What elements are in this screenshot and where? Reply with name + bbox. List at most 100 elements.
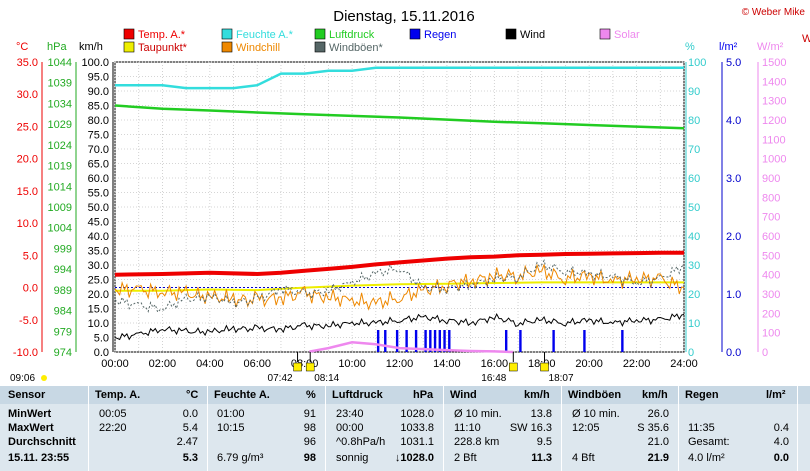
solar-axis-tick-label: 300: [762, 289, 780, 301]
pressure-axis-tick-label: 1024: [48, 140, 72, 152]
humidity-axis-tick-label: 100: [688, 57, 706, 69]
header-sensor: Sensor: [8, 389, 46, 401]
temp-axis-tick-label: 35.0: [17, 57, 38, 69]
sunrise-left-label: 09:06: [10, 373, 35, 384]
series-group: [114, 66, 685, 354]
pressure-value: 1028.0: [400, 408, 434, 420]
temp-axis-tick-label: 20.0: [17, 154, 38, 166]
rain-bar: [621, 330, 624, 352]
wind-axis-tick-label: 15.0: [88, 304, 109, 316]
solar-axis-tick-label: 1400: [762, 76, 786, 88]
wind-axis-tick-label: 30.0: [88, 260, 109, 272]
wind-axis-tick-label: 75.0: [88, 130, 109, 142]
temp-axis-tick-label: 15.0: [17, 186, 38, 198]
rain-value: 4.0: [773, 436, 789, 448]
solar-axis-tick-label: 1000: [762, 154, 786, 166]
humidity-value: 91: [303, 408, 316, 420]
legend-label: Windchill: [236, 42, 280, 54]
pressure-axis-tick-label: 1014: [48, 181, 72, 193]
legend-swatch: [599, 28, 611, 40]
humidity-axis-tick-label: 20: [688, 289, 700, 301]
wind-axis-tick-label: 40.0: [88, 231, 109, 243]
pressure-axis-tick-label: 974: [54, 347, 72, 359]
series-line-wind: [114, 312, 685, 341]
rain-bar: [376, 330, 380, 352]
rain-label: 4.0 l/m²: [688, 452, 725, 464]
x-tick-label: 00:00: [101, 358, 129, 370]
dawn-label: 07:42: [268, 373, 293, 384]
humidity-axis-tick-label: 90: [688, 86, 700, 98]
header-humidity-unit: %: [306, 389, 316, 401]
gust-label: 12:05: [572, 422, 600, 434]
statistics-table: Sensor Temp. A. °C Feuchte A. % Luftdruc…: [0, 386, 810, 471]
column-separator: [207, 386, 208, 471]
wind-axis-tick-label: 60.0: [88, 173, 109, 185]
rain-axis-tick-label: 0.0: [726, 347, 741, 359]
solar-axis-tick-label: 900: [762, 173, 780, 185]
humidity-axis-tick-label: 0: [688, 347, 694, 359]
wind-unit-label: km/h: [79, 41, 103, 53]
humidity-axis-tick-label: 60: [688, 173, 700, 185]
pressure-axis-tick-label: 994: [54, 264, 72, 276]
wind-axis-tick-label: 70.0: [88, 144, 109, 156]
rain-bar: [552, 330, 555, 352]
solar-axis-tick-label: 1200: [762, 115, 786, 127]
temp-axis-tick-label: 5.0: [23, 250, 38, 262]
sun-marker-box: [540, 362, 549, 372]
sun-marker-box: [293, 362, 302, 372]
rain-value: 0.0: [773, 452, 789, 464]
temp-value: 5.4: [182, 422, 198, 434]
wind-label: 11:10: [454, 422, 481, 434]
rain-bar: [384, 330, 387, 352]
series-line-windb-en-: [114, 259, 685, 314]
pressure-axis-tick-label: 1019: [48, 161, 72, 173]
gust-value: 21.0: [647, 436, 669, 448]
header-rain-unit: l/m²: [766, 389, 786, 401]
series-line-taupunkt-: [115, 281, 684, 292]
table-header-row: [0, 386, 810, 404]
column-separator: [325, 386, 326, 471]
humidity-value: 98: [303, 452, 316, 464]
pressure-unit-label: hPa: [47, 41, 67, 53]
pressure-axis-tick-label: 1009: [48, 202, 72, 214]
humidity-axis-tick-label: 50: [688, 202, 700, 214]
row-label: Durchschnitt: [8, 436, 76, 448]
temp-time: 22:20: [99, 422, 127, 434]
wind-axis-tick-label: 95.0: [88, 72, 109, 84]
header-pressure-unit: hPa: [413, 389, 434, 401]
column-separator: [678, 386, 679, 471]
series-line-temp-a-: [114, 250, 684, 277]
solar-axis-tick-label: 100: [762, 328, 780, 340]
rain-axis-tick-label: 5.0: [726, 57, 741, 69]
temp-axis-tick-label: 30.0: [17, 89, 38, 101]
axes-group: 35.0 30.0 25.0 20.0 15.0 10.0 5.0 0.0 -5.0 -10.0 1…: [13, 57, 787, 370]
legend-label: Wind: [520, 29, 545, 41]
legend-label: Taupunkt*: [138, 42, 188, 54]
rain-bar: [414, 330, 418, 352]
temp-unit-label: °C: [16, 41, 28, 53]
legend-label: Feuchte A.*: [236, 29, 294, 41]
pressure-value: 1033.8: [400, 422, 434, 434]
rain-unit-label: l/m²: [719, 41, 738, 53]
x-tick-label: 16:00: [481, 358, 509, 370]
solar-axis-tick-label: 700: [762, 212, 780, 224]
column-separator: [443, 386, 444, 471]
rain-bar: [504, 330, 508, 352]
solar-axis-tick-label: 800: [762, 192, 780, 204]
column-separator: [561, 386, 562, 471]
header-humidity: Feuchte A.: [214, 389, 270, 401]
pressure-time: 23:40: [336, 408, 364, 420]
wind-value: 13.8: [530, 408, 552, 420]
series-line-feuchte-a-: [115, 66, 684, 90]
solar-right-cut-label: W: [802, 33, 810, 45]
gust-value: 26.0: [647, 408, 669, 420]
wind-axis-tick-label: 10.0: [88, 318, 109, 330]
legend-label: Solar: [614, 29, 640, 41]
row-label: MaxWert: [8, 422, 54, 434]
wind-label: 2 Bft: [454, 452, 477, 464]
x-tick-label: 12:00: [386, 358, 414, 370]
wind-axis-tick-label: 5.0: [94, 333, 109, 345]
pressure-axis-tick-label: 1039: [48, 78, 72, 90]
wind-axis-tick-label: 55.0: [88, 188, 109, 200]
pressure-axis-tick-label: 999: [54, 243, 72, 255]
